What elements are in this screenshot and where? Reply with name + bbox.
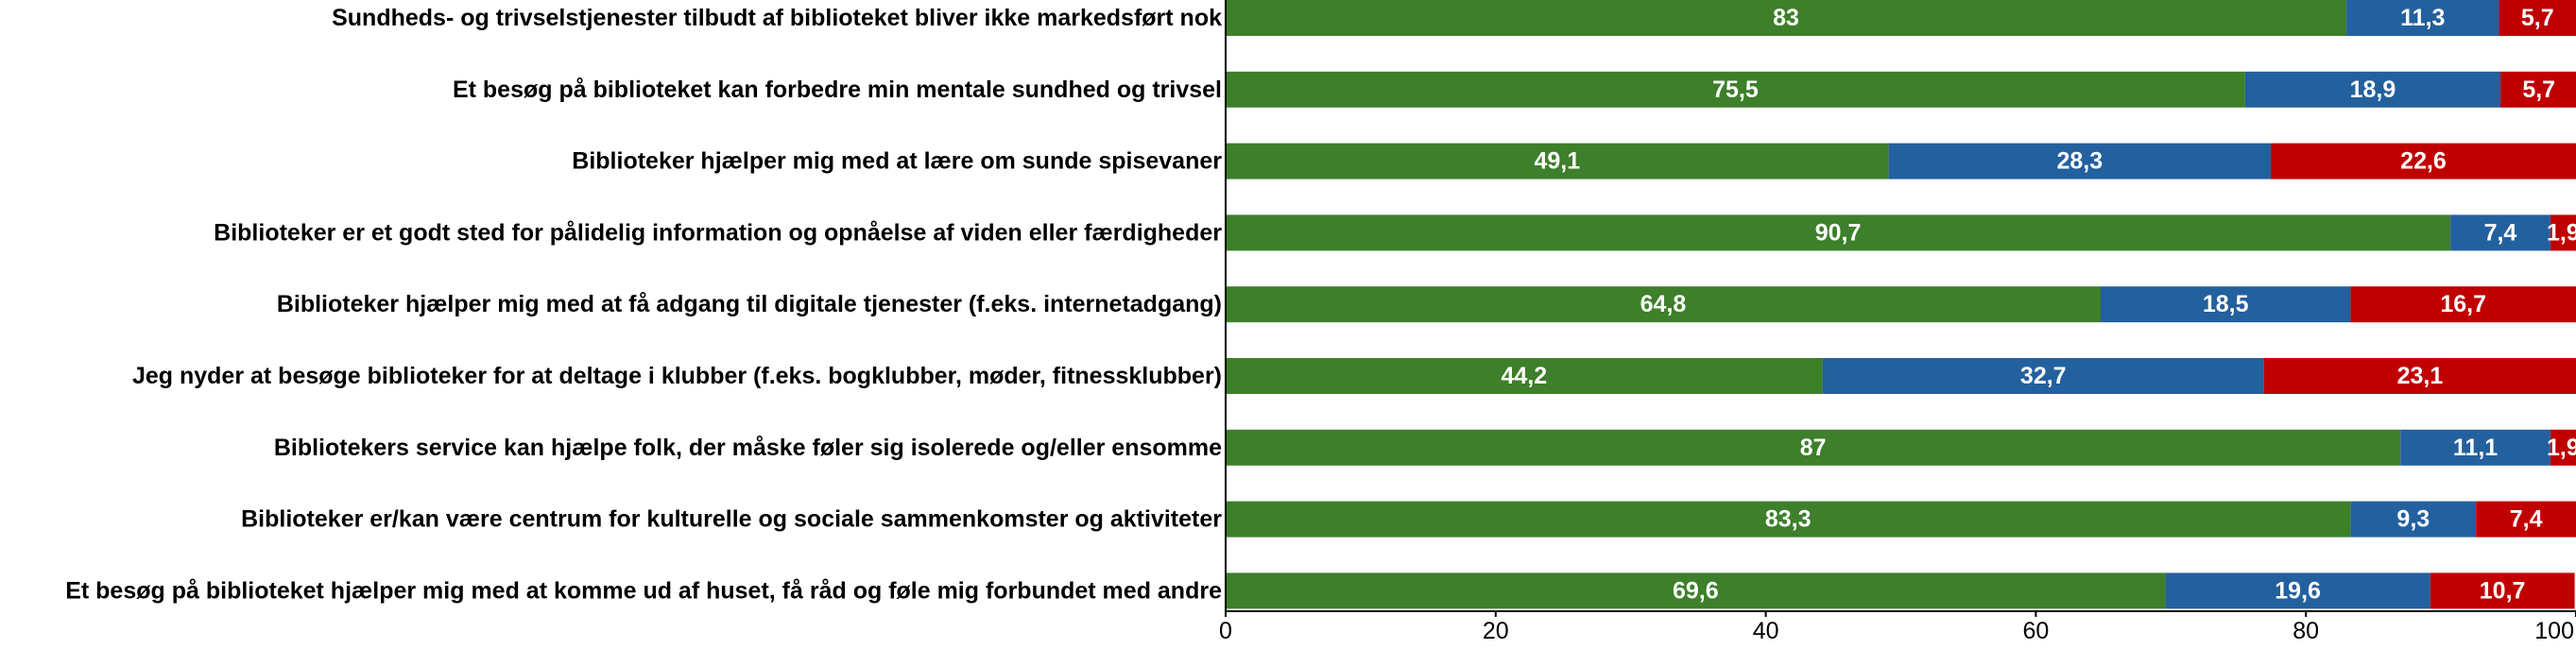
- data-label: 83,3: [1765, 506, 1812, 533]
- bar-segment-1: [1226, 501, 2351, 538]
- data-label: 49,1: [1534, 148, 1580, 175]
- bar-segment-2: [1822, 358, 2264, 394]
- bar-segment-2: [2244, 71, 2500, 108]
- data-label: 1,9: [2547, 219, 2576, 246]
- category-label: Jeg nyder at besøge biblioteker for at d…: [132, 363, 1222, 389]
- x-tick-label: 100: [2534, 618, 2574, 644]
- data-label: 5,7: [2522, 77, 2555, 103]
- category-labels-group: Sundheds- og trivselstjenester tilbudt a…: [65, 5, 1222, 604]
- data-label: 28,3: [2057, 148, 2104, 175]
- data-label: 7,4: [2510, 506, 2543, 533]
- data-label: 64,8: [1640, 291, 1687, 317]
- bar-segment-3: [2550, 214, 2576, 251]
- data-label: 7,4: [2484, 219, 2517, 246]
- bar-segment-3: [2550, 429, 2576, 466]
- bar-segment-1: [1226, 143, 1889, 179]
- bar-segment-2: [2100, 286, 2351, 323]
- bar-segment-1: [1226, 358, 1823, 394]
- data-label: 11,1: [2453, 435, 2498, 461]
- bar-segment-2: [1888, 143, 2272, 179]
- x-tick-label: 20: [1483, 618, 1509, 644]
- x-tick-label: 60: [2022, 618, 2049, 644]
- x-tick-label: 40: [1753, 618, 1779, 644]
- bar-segment-1: [1226, 572, 2166, 609]
- category-label: Bibliotekers service kan hjælpe folk, de…: [274, 435, 1222, 461]
- bar-segment-3: [2499, 0, 2576, 36]
- data-label: 90,7: [1815, 219, 1862, 246]
- bar-segment-2: [2165, 572, 2430, 609]
- data-label: 69,6: [1673, 577, 1719, 604]
- bar-segment-1: [1226, 429, 2401, 466]
- bar-segment-3: [2271, 143, 2576, 179]
- data-label: 83: [1773, 5, 1799, 31]
- bar-segment-2: [2400, 429, 2550, 466]
- category-label: Et besøg på biblioteket hjælper mig med …: [65, 577, 1222, 604]
- bar-segment-3: [2263, 358, 2576, 394]
- data-label: 11,3: [2400, 5, 2445, 31]
- data-label: 18,9: [2350, 77, 2396, 103]
- data-label: 75,5: [1712, 77, 1759, 103]
- category-label: Sundheds- og trivselstjenester tilbudt a…: [332, 5, 1222, 31]
- bar-segment-2: [2346, 0, 2499, 36]
- data-label: 18,5: [2203, 291, 2249, 317]
- data-label: 5,7: [2521, 5, 2554, 31]
- category-label: Et besøg på biblioteket kan forbedre min…: [453, 77, 1222, 103]
- data-label: 10,7: [2480, 577, 2526, 604]
- x-tick-label: 0: [1219, 618, 1232, 644]
- bar-segment-1: [1226, 286, 2101, 323]
- bar-segment-1: [1226, 71, 2245, 108]
- bar-segment-1: [1226, 214, 2451, 251]
- data-label: 87: [1800, 435, 1827, 461]
- x-tick-label: 80: [2293, 618, 2319, 644]
- bar-segment-2: [2350, 501, 2477, 538]
- bar-segment-3: [2350, 286, 2576, 323]
- category-label: Biblioteker hjælper mig med at lære om s…: [572, 148, 1222, 175]
- bar-segment-3: [2430, 572, 2575, 609]
- bar-segment-3: [2499, 71, 2576, 108]
- bar-segment-1: [1226, 0, 2347, 36]
- category-label: Biblioteker er et godt sted for pålideli…: [214, 219, 1222, 246]
- axes-group: 0 20 40 60 80 100: [1219, 0, 2576, 644]
- category-label: Biblioteker er/kan være centrum for kult…: [241, 506, 1222, 533]
- data-label: 16,7: [2440, 291, 2486, 317]
- data-label: 44,2: [1501, 363, 1547, 389]
- bars-group: 83 11,3 5,7 75,5 18,9 5,7 49,1 28,3 22,6 90,7 7,4 1…: [1226, 0, 2576, 609]
- data-label: 22,6: [2400, 148, 2447, 175]
- category-label: Biblioteker hjælper mig med at få adgang…: [277, 291, 1222, 317]
- bar-segment-3: [2476, 501, 2576, 538]
- bar-segment-2: [2450, 214, 2550, 251]
- data-label: 19,6: [2275, 577, 2321, 604]
- data-label: 23,1: [2397, 363, 2444, 389]
- data-label: 1,9: [2547, 435, 2576, 461]
- data-label: 9,3: [2396, 506, 2430, 533]
- data-label: 32,7: [2020, 363, 2067, 389]
